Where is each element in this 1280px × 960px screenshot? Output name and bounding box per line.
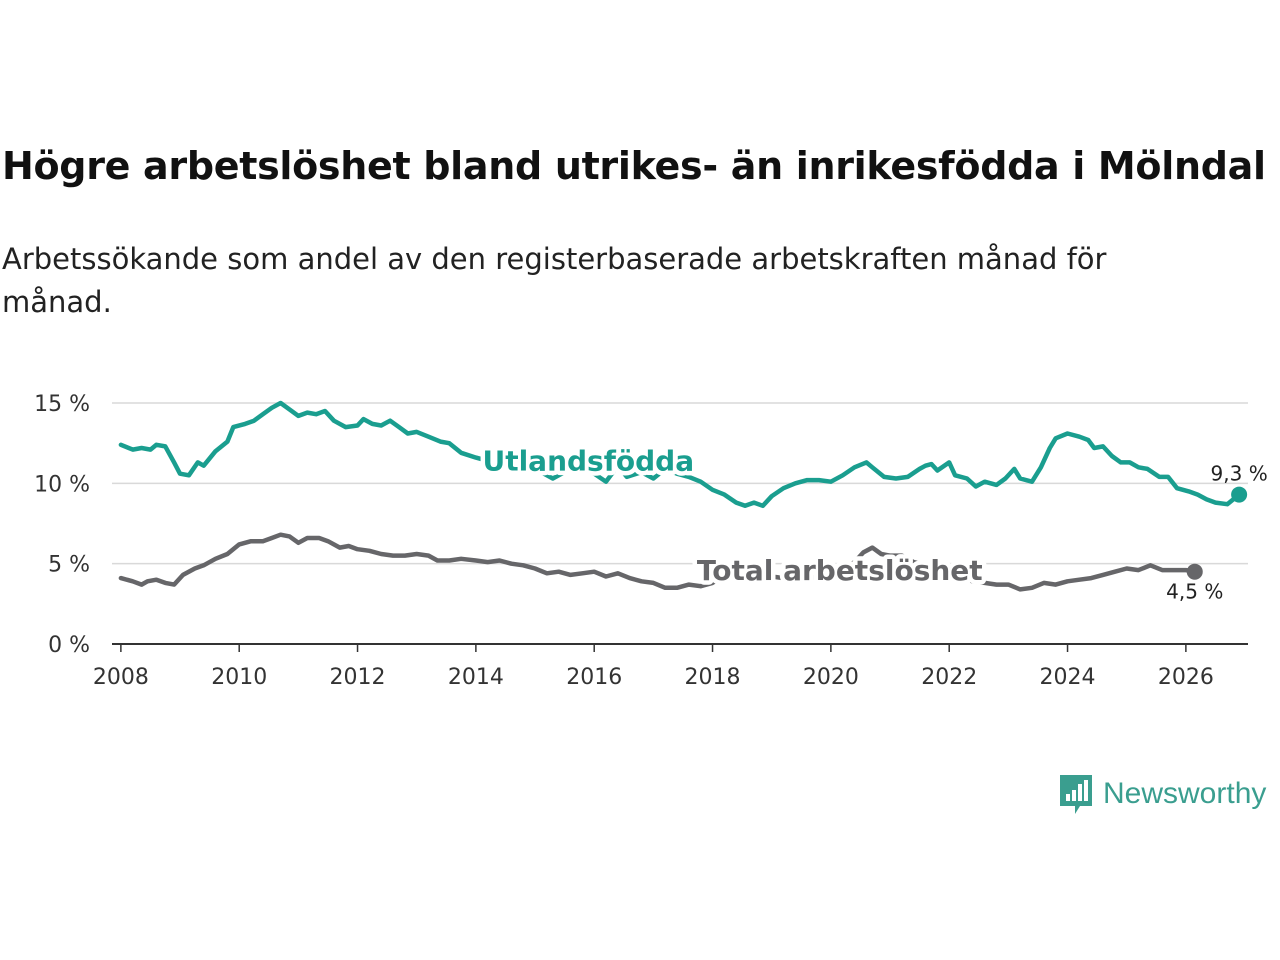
chart-title: Högre arbetslöshet bland utrikes- än inr… xyxy=(2,144,1266,188)
x-tick-label: 2020 xyxy=(803,665,859,690)
newsworthy-brand: Newsworthy xyxy=(1058,772,1266,816)
series-end-label: 9,3 % xyxy=(1211,462,1268,486)
brand-name: Newsworthy xyxy=(1103,777,1267,810)
x-tick-label: 2018 xyxy=(685,665,741,690)
series-end-point xyxy=(1186,563,1203,580)
y-tick-label: 10 % xyxy=(34,472,90,497)
x-tick-label: 2012 xyxy=(330,665,386,690)
x-tick-label: 2024 xyxy=(1040,665,1096,690)
series-inline-label: Utlandsfödda xyxy=(482,444,694,477)
x-tick-label: 2014 xyxy=(448,665,504,690)
series-layer xyxy=(118,400,1248,592)
series-end-point xyxy=(1231,486,1248,503)
y-tick-label: 15 % xyxy=(34,392,90,417)
x-tick-label: 2010 xyxy=(211,665,267,690)
x-tick-label: 2008 xyxy=(93,665,149,690)
series-end-label: 4,5 % xyxy=(1166,580,1223,604)
grid-layer xyxy=(112,402,1248,565)
series-line-total xyxy=(118,532,1198,592)
x-tick-label: 2016 xyxy=(566,665,622,690)
axis-layer: 0 % 5 % 10 % 15 % 2008 2010 2012 2014 2016 2018 20… xyxy=(34,392,1248,690)
series-line-utlandsfodda xyxy=(118,400,1242,509)
newsworthy-logo-icon xyxy=(1060,775,1092,814)
line-chart: 0 % 5 % 10 % 15 % 2008 2010 2012 2014 2016 2018 20… xyxy=(34,392,1268,690)
x-tick-label: 2026 xyxy=(1158,665,1214,690)
y-tick-label: 0 % xyxy=(48,633,90,658)
chart-subtitle: Arbetssökande som andel av den registerb… xyxy=(2,242,1107,319)
label-layer: 9,3 % 4,5 % Utlandsfödda Total arbetslöshet xyxy=(478,440,1268,604)
y-tick-label: 5 % xyxy=(48,553,90,578)
x-tick-label: 2022 xyxy=(921,665,977,690)
series-inline-label: Total arbetslöshet xyxy=(697,554,983,587)
